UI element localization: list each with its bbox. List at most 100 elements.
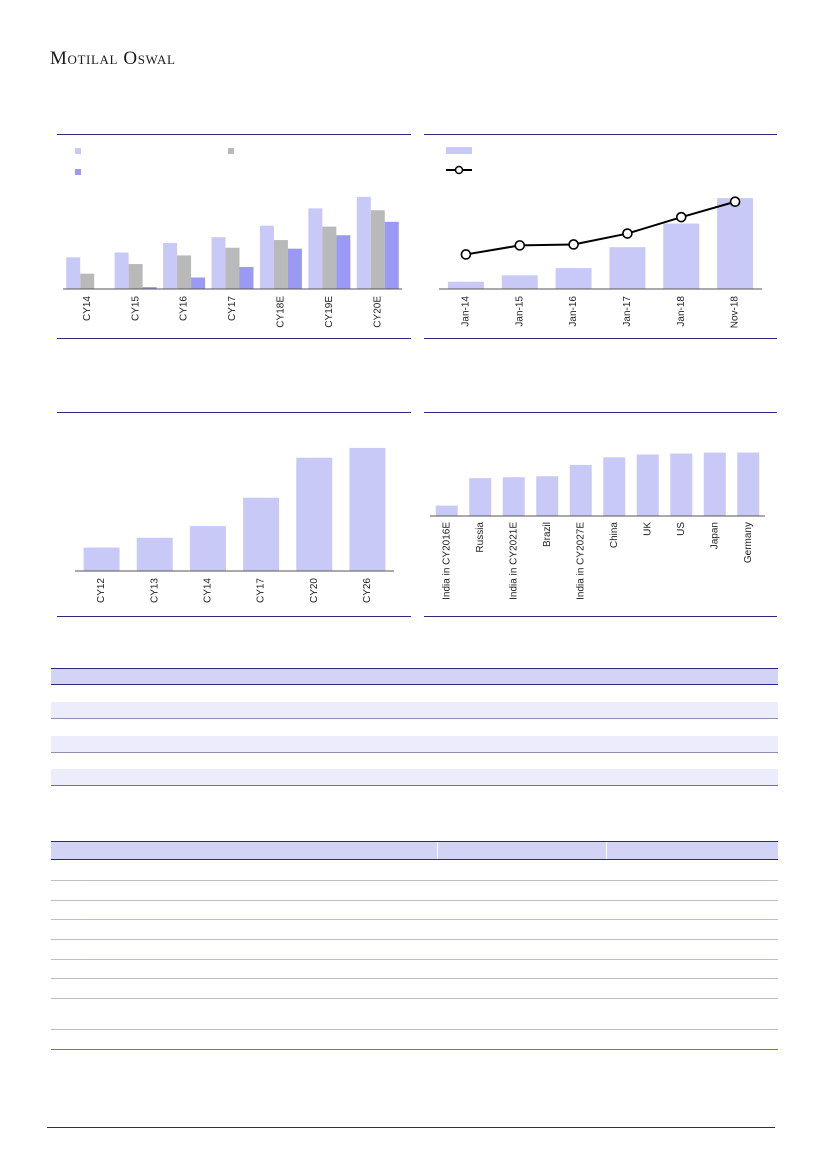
bar-s3-CY16: [191, 277, 206, 289]
tick-label-Japan: Japan: [709, 522, 720, 549]
table-1-band: [51, 769, 778, 786]
chart-panel-1: CY14 CY15 CY16 CY17 CY18E CY19E CY20E: [57, 134, 411, 339]
tick-label-CY20: CY20: [309, 578, 320, 603]
bar-s1-CY20E: [356, 196, 371, 289]
tick-label-India in CY2021E: India in CY2021E: [508, 522, 519, 600]
bar-India in CY2027E: [569, 464, 592, 516]
bar-s1-CY14: [66, 257, 81, 289]
tick-label-CY12: CY12: [96, 578, 107, 603]
line-point-Jan-18: [675, 211, 687, 223]
tick-label-Jan-18: Jan-18: [676, 296, 687, 327]
footer-rule: [47, 1127, 775, 1128]
tick-label-CY20E: CY20E: [372, 296, 383, 328]
bar-US: [670, 453, 693, 516]
bar-CY20: [296, 457, 333, 571]
chart-1: CY14 CY15 CY16 CY17 CY18E CY19E CY20E: [63, 148, 402, 328]
tick-label-China: China: [609, 522, 620, 549]
legend-swatch-bars: [446, 147, 472, 154]
tick-label-CY14: CY14: [82, 296, 93, 321]
bar-CY17: [243, 497, 280, 571]
chart-4: India in CY2016E Russia India in CY2021E Br…: [430, 452, 765, 600]
bar-Germany: [737, 452, 760, 516]
legend-swatch-1: [75, 148, 81, 154]
bar-s2-CY16: [177, 255, 192, 289]
table-row: [51, 939, 778, 940]
legend-marker: [454, 165, 464, 175]
bar-s3-CY19E: [336, 235, 351, 289]
tick-label-US: US: [676, 522, 687, 536]
tick-label-CY14: CY14: [203, 578, 214, 603]
tick-label-CY15: CY15: [130, 296, 141, 321]
line-point-Jan-14: [460, 249, 472, 260]
chart-panel-3: CY12 CY13 CY14 CY17 CY20 CY26: [57, 412, 411, 617]
bar-Jan-17: [609, 247, 646, 289]
bar-s2-CY18E: [273, 240, 288, 289]
chart-2: Jan-14 Jan-15 Jan-16 Jan-17 Jan-18 Nov-18: [439, 147, 762, 329]
bar-CY13: [136, 537, 173, 571]
bar-s2-CY14: [80, 273, 95, 289]
table-row: [51, 978, 778, 979]
line-point-Jan-17: [622, 228, 633, 239]
table-1-band: [51, 736, 778, 753]
bar-s3-CY20E: [384, 221, 399, 289]
table-row: [51, 900, 778, 901]
table-1-band: [51, 702, 778, 719]
tick-label-Germany: Germany: [743, 522, 754, 563]
legend-swatch-3: [75, 169, 81, 175]
bar-CY26: [349, 447, 386, 571]
bar-s1-CY18E: [259, 225, 274, 289]
table-row: [51, 998, 778, 999]
legend-swatch-2: [228, 148, 234, 154]
bar-s2-CY20E: [370, 210, 385, 289]
tick-label-Jan-17: Jan-17: [622, 296, 633, 327]
bar-CY14: [189, 526, 226, 571]
table-row: [51, 880, 778, 881]
bar-s1-CY15: [114, 252, 129, 289]
tick-label-Jan-16: Jan-16: [568, 296, 579, 327]
bar-s1-CY19E: [308, 208, 323, 289]
tick-label-CY17: CY17: [227, 296, 238, 321]
bar-Nov-18: [717, 198, 754, 289]
tick-label-Jan-15: Jan-15: [514, 296, 525, 327]
table-1-header: [51, 668, 778, 685]
tick-label-Russia: Russia: [475, 522, 486, 553]
table-row: [51, 1029, 778, 1030]
bar-s1-CY16: [163, 242, 178, 289]
line-point-Jan-16: [568, 239, 579, 250]
bar-Russia: [469, 478, 492, 516]
bar-China: [603, 457, 626, 516]
bar-Japan: [703, 452, 726, 516]
bar-Jan-18: [663, 223, 700, 289]
table-2-bottom-rule: [51, 1049, 778, 1050]
bar-CY12: [83, 547, 120, 571]
bar-Jan-16: [555, 268, 592, 289]
bar-Jan-14: [447, 281, 484, 289]
tick-label-India in CY2016E: India in CY2016E: [441, 522, 452, 600]
tick-label-CY17: CY17: [256, 578, 267, 603]
table-row: [51, 919, 778, 920]
tick-label-CY13: CY13: [149, 578, 160, 603]
bar-s3-CY15: [142, 287, 157, 289]
tick-label-CY19E: CY19E: [324, 296, 335, 328]
tick-label-Jan-14: Jan-14: [461, 296, 472, 327]
bar-s1-CY17: [211, 237, 226, 289]
brand-logo: Motilal Oswal: [50, 48, 176, 69]
bar-UK: [636, 454, 659, 516]
tick-label-UK: UK: [642, 522, 653, 536]
chart-panel-2: Jan-14 Jan-15 Jan-16 Jan-17 Jan-18 Nov-18: [424, 134, 777, 339]
line-point-Jan-15: [514, 240, 526, 251]
bar-s3-CY17: [239, 266, 254, 289]
tick-label-Nov-18: Nov-18: [730, 296, 741, 329]
bar-s2-CY19E: [322, 226, 337, 289]
table-1-bottom-rule: [51, 785, 778, 786]
table-2-header: [51, 841, 778, 860]
tick-label-CY18E: CY18E: [276, 296, 287, 328]
bar-Brazil: [536, 476, 559, 516]
table-row: [51, 959, 778, 960]
bar-s2-CY17: [225, 247, 240, 289]
tick-label-India in CY2027E: India in CY2027E: [575, 522, 586, 600]
line-point-Nov-18: [729, 196, 741, 208]
bar-India in CY2021E: [502, 477, 525, 516]
bar-s3-CY18E: [287, 248, 302, 289]
tick-label-Brazil: Brazil: [542, 522, 553, 547]
